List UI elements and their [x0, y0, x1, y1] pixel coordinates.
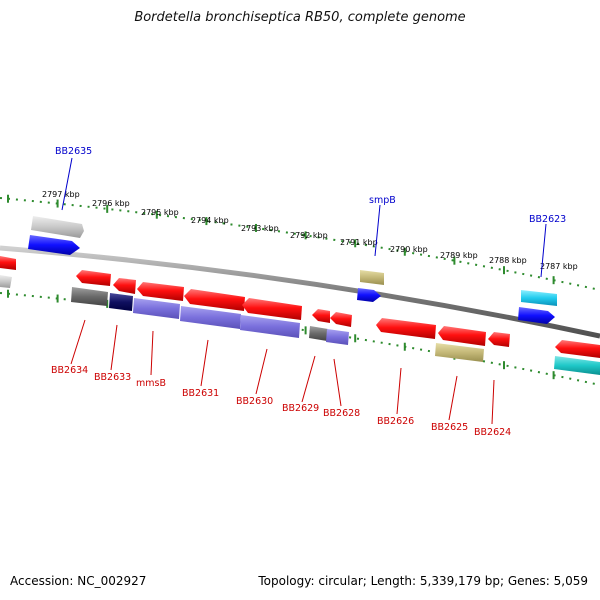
- scale-label-2793: 2793 kbp: [241, 224, 279, 233]
- gene-bb2635-blue-arrow[interactable]: [28, 235, 80, 255]
- scale-label-2790: 2790 kbp: [390, 245, 428, 254]
- gene-bb2629-red-arrow[interactable]: [312, 309, 330, 323]
- leader-smpb: [374, 204, 381, 257]
- label-bb2625[interactable]: BB2625: [431, 422, 468, 433]
- label-bb2626[interactable]: BB2626: [377, 416, 414, 427]
- leader-mmsb: [150, 330, 154, 376]
- leader-bb2631: [200, 339, 209, 387]
- label-bb2631[interactable]: BB2631: [182, 388, 219, 399]
- gene-bb2633-red-arrow[interactable]: [113, 278, 136, 294]
- scale-label-2795: 2795 kbp: [141, 208, 179, 217]
- genome-backbone: [0, 245, 600, 339]
- gene-right-red-arrow[interactable]: [555, 340, 600, 358]
- label-mmsb[interactable]: mmsB: [136, 378, 166, 389]
- scale-label-2788: 2788 kbp: [489, 256, 527, 265]
- scale-label-2787: 2787 kbp: [540, 262, 578, 271]
- scale-label-2794: 2794 kbp: [191, 216, 229, 225]
- leader-bb2634: [70, 319, 86, 365]
- gene-mmsb-purple-block[interactable]: [133, 298, 180, 319]
- gene-bb2624-red-arrow[interactable]: [488, 332, 510, 347]
- bottom-strand-genes: [71, 270, 600, 375]
- upper-tick-track: [0, 197, 600, 291]
- gene-bb2623-cyan-arrow[interactable]: [521, 290, 557, 306]
- gene-smpb-blue-arrow[interactable]: [357, 288, 381, 302]
- scale-label-2796: 2796 kbp: [92, 199, 130, 208]
- scale-labels: 2797 kbp 2796 kbp 2795 kbp 2794 kbp 2793…: [42, 190, 578, 271]
- gene-bb2625-red-arrow[interactable]: [438, 326, 486, 346]
- label-bb2635[interactable]: BB2635: [55, 146, 92, 157]
- label-bb2628[interactable]: BB2628: [323, 408, 360, 419]
- leader-bb2626: [396, 367, 402, 415]
- top-gene-labels: BB2635 smpB BB2623: [55, 146, 566, 278]
- label-bb2633[interactable]: BB2633: [94, 372, 131, 383]
- gene-bb2631-red-arrow[interactable]: [184, 289, 245, 311]
- leader-bb2628: [333, 358, 342, 407]
- leader-bb2625: [448, 375, 458, 421]
- gene-bb2623-blue-arrow[interactable]: [518, 307, 555, 324]
- gene-mmsb-red-arrow[interactable]: [137, 282, 184, 301]
- label-bb2624[interactable]: BB2624: [474, 427, 511, 438]
- gene-bb2630-red-arrow[interactable]: [242, 298, 302, 320]
- gene-bb2634-dark-block[interactable]: [71, 287, 108, 306]
- leader-bb2629: [301, 355, 316, 403]
- label-bb2630[interactable]: BB2630: [236, 396, 273, 407]
- leader-bb2630: [255, 348, 268, 395]
- upper-major-ticks: [7, 194, 555, 285]
- gene-left-red-arrow[interactable]: [0, 256, 16, 270]
- lower-tick-dots: [0, 292, 600, 386]
- label-bb2634[interactable]: BB2634: [51, 365, 88, 376]
- bottom-gene-labels: BB2634 BB2633 mmsB BB2631 BB2630 BB2629 …: [51, 319, 511, 438]
- gene-bb2628-purple-block[interactable]: [326, 329, 349, 345]
- map-title: Bordetella bronchiseptica RB50, complete…: [134, 10, 466, 25]
- leader-bb2635: [61, 157, 73, 211]
- leader-bb2633: [110, 324, 118, 371]
- gene-left-gray-arrow[interactable]: [0, 275, 12, 288]
- gene-bb2625-olive-block[interactable]: [435, 343, 484, 362]
- label-bb2629[interactable]: BB2629: [282, 403, 319, 414]
- leader-bb2623: [540, 223, 547, 278]
- label-smpb[interactable]: smpB: [369, 195, 396, 206]
- scale-label-2791: 2791 kbp: [340, 238, 378, 247]
- gene-bb2630-purple-block[interactable]: [240, 315, 300, 338]
- gene-bb2635-arrow[interactable]: [31, 216, 84, 238]
- scale-label-2789: 2789 kbp: [440, 251, 478, 260]
- gene-bb2628-red-arrow[interactable]: [330, 312, 352, 327]
- gene-bb2629-dark-block[interactable]: [309, 326, 328, 341]
- gene-bb2626-red-arrow[interactable]: [376, 318, 436, 339]
- gene-bb2634-red-arrow[interactable]: [76, 270, 111, 286]
- top-strand-genes: [0, 216, 557, 324]
- gene-right-teal-block[interactable]: [554, 356, 600, 375]
- genome-summary-text: Topology: circular; Length: 5,339,179 bp…: [258, 574, 588, 588]
- label-bb2623[interactable]: BB2623: [529, 214, 566, 225]
- gene-smpb-arrow[interactable]: [360, 270, 384, 285]
- scale-label-2797: 2797 kbp: [42, 190, 80, 199]
- gene-bb2633-navy-block[interactable]: [109, 293, 133, 311]
- scale-label-2792: 2792 kbp: [290, 231, 328, 240]
- upper-tick-dots: [0, 197, 600, 291]
- leader-bb2624: [491, 379, 495, 425]
- accession-text: Accession: NC_002927: [10, 574, 147, 588]
- lower-tick-track: [0, 292, 600, 386]
- gene-bb2631-purple-block[interactable]: [180, 306, 241, 329]
